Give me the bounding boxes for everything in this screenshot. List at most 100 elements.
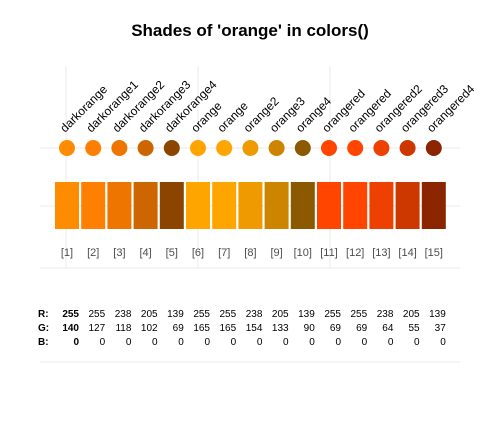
index-label: [7] [218, 247, 230, 259]
color-swatch [107, 182, 132, 229]
rgb-b-value: 0 [204, 337, 210, 348]
rgb-b-value: 0 [283, 337, 289, 348]
rgb-r-value: 238 [377, 309, 394, 320]
color-name-labels: darkorangedarkorange1darkorange2darkoran… [57, 77, 477, 135]
color-swatch [369, 182, 394, 229]
color-dot [85, 140, 102, 156]
index-label: [12] [346, 247, 364, 259]
rgb-r-value: 205 [272, 309, 289, 320]
color-swatch [212, 182, 237, 229]
index-label: [8] [244, 247, 256, 259]
rgb-b-value: 0 [414, 337, 420, 348]
index-label: [4] [139, 247, 151, 259]
rgb-row-header: G: [38, 323, 49, 334]
rgb-b-value: 0 [178, 337, 184, 348]
color-dot [242, 140, 259, 156]
color-swatch [317, 182, 341, 229]
index-label: [11] [320, 247, 338, 259]
rgb-b-value: 0 [362, 337, 368, 348]
index-label: [15] [425, 247, 443, 259]
color-dot [137, 140, 154, 156]
color-swatch [55, 182, 79, 229]
color-dot [216, 140, 233, 156]
index-label: [6] [192, 247, 204, 259]
color-swatch [133, 182, 158, 229]
chart-title: Shades of 'orange' in colors() [131, 21, 369, 40]
index-labels: [1] [2] [3] [4] [5] [6] [7] [8] [9] [10] [11] [12] [… [61, 247, 443, 259]
color-swatch [421, 182, 446, 229]
rgb-b-value: 0 [440, 337, 446, 348]
color-dot [59, 140, 75, 156]
rgb-g-value: 64 [382, 323, 394, 334]
color-swatch [343, 182, 368, 229]
rgb-g-value: 69 [173, 323, 185, 334]
rgb-r-value: 139 [298, 309, 315, 320]
rgb-r-value: 255 [193, 309, 210, 320]
index-label: [1] [61, 247, 73, 259]
rgb-row-header: B: [38, 337, 49, 348]
rgb-g-value: 165 [220, 323, 237, 334]
rgb-g-value: 140 [62, 323, 79, 334]
color-dot [163, 140, 180, 156]
color-dot [294, 140, 311, 156]
color-swatch [395, 182, 420, 229]
rgb-r-value: 255 [62, 309, 79, 320]
rgb-g-value: 154 [246, 323, 263, 334]
rgb-r-value: 255 [324, 309, 341, 320]
rgb-g-value: 90 [304, 323, 316, 334]
rgb-g-value: 118 [115, 323, 131, 334]
index-label: [10] [294, 247, 312, 259]
rgb-g-value: 127 [89, 323, 106, 334]
rgb-g-value: 165 [193, 323, 210, 334]
rgb-r-value: 238 [246, 309, 263, 320]
rgb-g-value: 69 [330, 323, 342, 334]
index-label: [9] [270, 247, 282, 259]
color-dot [373, 140, 390, 156]
rgb-b-value: 0 [388, 337, 394, 348]
color-dot [111, 140, 128, 156]
rgb-b-value: 0 [73, 337, 79, 348]
color-dot [347, 140, 364, 156]
rgb-b-value: 0 [309, 337, 315, 348]
rgb-g-value: 37 [435, 323, 447, 334]
color-swatch [159, 182, 184, 229]
rgb-r-value: 238 [115, 309, 132, 320]
rgb-g-value: 102 [141, 323, 158, 334]
color-swatch [186, 182, 210, 229]
index-label: [2] [87, 247, 99, 259]
color-dot [321, 140, 337, 156]
index-label: [14] [398, 247, 416, 259]
rgb-r-value: 255 [89, 309, 106, 320]
color-swatch [264, 182, 289, 229]
index-label: [5] [166, 247, 178, 259]
color-swatch [81, 182, 106, 229]
rgb-b-value: 0 [231, 337, 237, 348]
rgb-g-value: 55 [408, 323, 420, 334]
rgb-r-value: 139 [167, 309, 184, 320]
color-swatch [290, 182, 315, 229]
color-dot [268, 140, 285, 156]
rgb-b-value: 0 [126, 337, 132, 348]
color-dots [59, 140, 442, 156]
rgb-r-value: 205 [403, 309, 420, 320]
color-dot [190, 140, 206, 156]
rgb-g-value: 69 [356, 323, 368, 334]
rgb-r-value: 139 [429, 309, 446, 320]
rgb-r-value: 255 [220, 309, 237, 320]
index-label: [13] [372, 247, 390, 259]
rgb-b-value: 0 [152, 337, 158, 348]
color-dot [425, 140, 442, 156]
rgb-table: R: G: B: 255 140 0 255 127 0 238 118 0 205 102 0 139 69 0… [38, 309, 446, 348]
rgb-r-value: 255 [351, 309, 368, 320]
rgb-row-header: R: [38, 309, 49, 320]
rgb-b-value: 0 [100, 337, 106, 348]
rgb-r-value: 205 [141, 309, 158, 320]
index-label: [3] [113, 247, 125, 259]
rgb-g-value: 133 [272, 323, 289, 334]
rgb-b-value: 0 [335, 337, 341, 348]
color-dot [399, 140, 416, 156]
color-swatches [55, 182, 446, 229]
rgb-b-value: 0 [257, 337, 263, 348]
